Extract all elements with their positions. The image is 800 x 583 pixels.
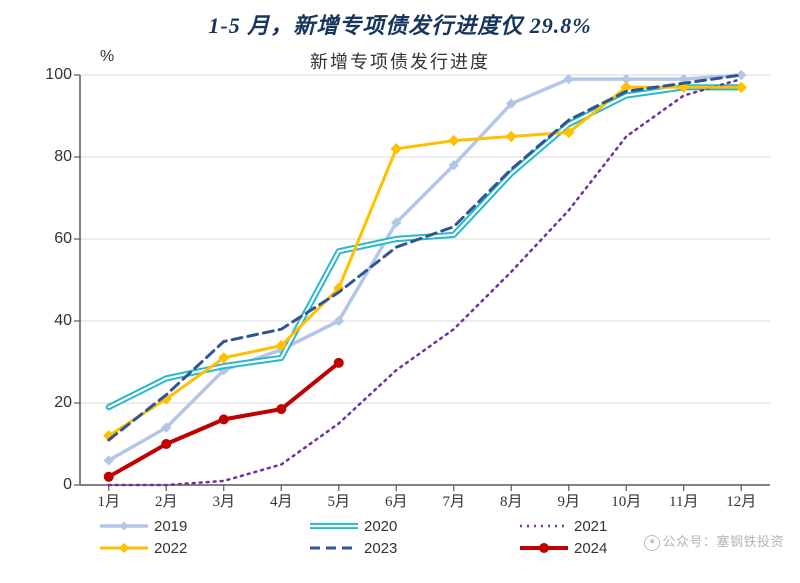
- y-tick-label: 40: [54, 312, 72, 330]
- x-tick-label: 12月: [726, 490, 756, 511]
- legend-label: 2019: [154, 518, 187, 535]
- x-tick-label: 1月: [97, 490, 120, 511]
- y-tick-label: 60: [54, 230, 72, 248]
- legend-label: 2024: [574, 540, 607, 557]
- x-tick-label: 5月: [327, 490, 350, 511]
- legend-swatch: [310, 541, 358, 555]
- chart-container: 1-5 月，新增专项债发行进度仅 29.8% 新增专项债发行进度 % 0 20 40…: [0, 0, 800, 583]
- x-tick-label: 8月: [500, 490, 523, 511]
- legend-swatch: [310, 519, 358, 533]
- legend-label: 2022: [154, 540, 187, 557]
- main-title: 1-5 月，新增专项债发行进度仅 29.8%: [0, 8, 800, 40]
- y-tick-label: 20: [54, 394, 72, 412]
- chart-subtitle: 新增专项债发行进度: [0, 48, 800, 74]
- wechat-icon: ✶: [644, 535, 660, 551]
- x-tick-label: 4月: [270, 490, 293, 511]
- x-tick-label: 10月: [611, 490, 641, 511]
- y-tick-label: 80: [54, 148, 72, 166]
- legend-swatch: [100, 541, 148, 555]
- legend-swatch: [520, 519, 568, 533]
- x-tick-label: 11月: [669, 490, 698, 511]
- legend-swatch: [520, 541, 568, 555]
- legend-item: 2020: [310, 515, 520, 537]
- chart-plot-area: [80, 75, 770, 485]
- y-tick-label: 0: [63, 476, 72, 494]
- legend-label: 2020: [364, 518, 397, 535]
- x-tick-label: 2月: [155, 490, 178, 511]
- legend-swatch: [100, 519, 148, 533]
- y-tick-label: 100: [45, 66, 72, 84]
- x-tick-label: 3月: [212, 490, 235, 511]
- x-tick-label: 9月: [557, 490, 580, 511]
- x-tick-label: 6月: [385, 490, 408, 511]
- watermark-text: ✶公众号：塞钢铁投资: [644, 531, 784, 551]
- legend-label: 2021: [574, 518, 607, 535]
- legend-item: 2022: [100, 537, 310, 559]
- y-axis-unit: %: [100, 48, 114, 66]
- legend-label: 2023: [364, 540, 397, 557]
- legend-item: 2019: [100, 515, 310, 537]
- legend-item: 2023: [310, 537, 520, 559]
- x-tick-label: 7月: [442, 490, 465, 511]
